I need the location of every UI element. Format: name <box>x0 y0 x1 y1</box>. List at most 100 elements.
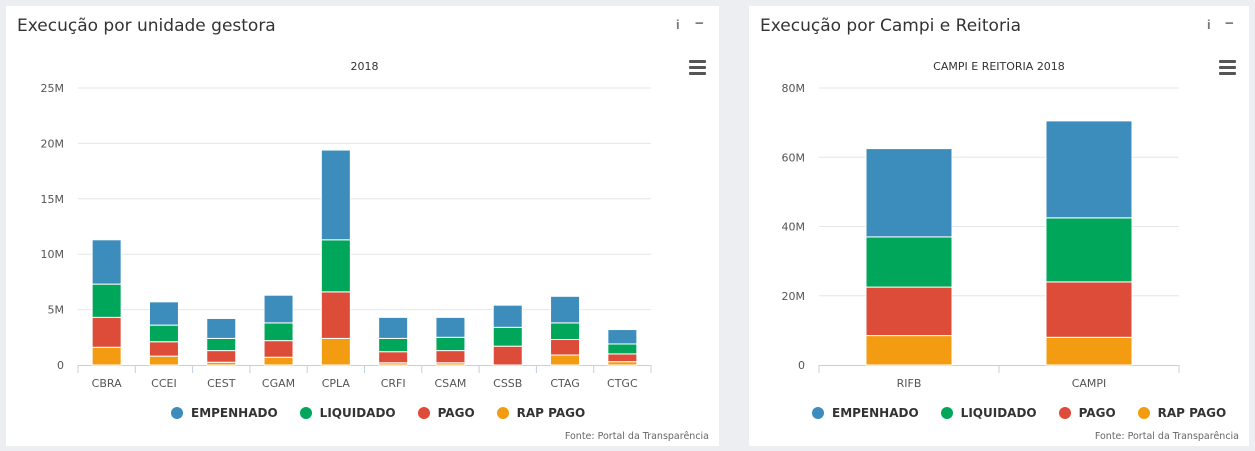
bar-segment-liquidado[interactable] <box>550 322 581 341</box>
bar-segment-empenhado[interactable] <box>148 301 179 326</box>
legend: EMPENHADO LIQUIDADO PAGO RAP PAGO <box>812 406 1248 420</box>
bar-segment-rap-pago[interactable] <box>320 337 351 366</box>
bar-segment-pago[interactable] <box>550 339 581 356</box>
y-tick-label: 40M <box>782 221 806 234</box>
y-tick-label: 60M <box>782 151 806 164</box>
panel-title: Execução por unidade gestora <box>17 16 276 36</box>
y-tick-label: 20M <box>41 137 65 150</box>
bar-segment-pago[interactable] <box>435 350 466 364</box>
bar-segment-empenhado[interactable] <box>91 239 122 285</box>
bar-segment-liquidado[interactable] <box>607 343 638 355</box>
bar-segment-rap-pago[interactable] <box>550 354 581 366</box>
x-tick-label: CCEI <box>151 377 177 390</box>
bar-segment-pago[interactable] <box>320 291 351 339</box>
bar-segment-rap-pago[interactable] <box>1045 336 1133 366</box>
x-tick-label: CEST <box>207 377 236 390</box>
bar-segment-empenhado[interactable] <box>320 149 351 241</box>
legend-item-pago[interactable]: PAGO <box>1058 406 1116 420</box>
legend-label: LIQUIDADO <box>960 406 1037 420</box>
legend-marker <box>812 407 824 419</box>
bar-segment-liquidado[interactable] <box>263 322 294 342</box>
x-tick-label: CRFI <box>381 377 406 390</box>
source-note: Fonte: Portal da Transparência <box>564 431 709 442</box>
x-tick-label: RIFB <box>897 377 922 390</box>
bar-segment-liquidado[interactable] <box>91 283 122 318</box>
legend-label: EMPENHADO <box>191 406 278 420</box>
bar-segment-empenhado[interactable] <box>607 329 638 345</box>
legend-label: RAP PAGO <box>1157 406 1227 420</box>
legend-label: LIQUIDADO <box>319 406 396 420</box>
x-tick-label: CBRA <box>92 377 122 390</box>
minus-icon[interactable]: − <box>1225 15 1234 32</box>
minus-icon[interactable]: − <box>695 15 704 32</box>
y-tick-label: 0 <box>57 359 64 372</box>
legend: EMPENHADO LIQUIDADO PAGO RAP PAGO <box>171 406 607 420</box>
x-tick-label: CAMPI <box>1072 377 1107 390</box>
chart-campi-reitoria: CAMPI E REITORIA 2018 0 20M 40M 60M 80M RIFB CA… <box>782 60 1180 390</box>
legend-item-liquidado[interactable]: LIQUIDADO <box>940 406 1037 420</box>
hamburger-menu-icon[interactable] <box>1219 60 1236 78</box>
bar-segment-pago[interactable] <box>378 351 409 364</box>
legend-marker <box>171 407 183 419</box>
chart-title: CAMPI E REITORIA 2018 <box>933 60 1065 73</box>
panel-title: Execução por Campi e Reitoria <box>760 16 1022 36</box>
bar-segment-pago[interactable] <box>492 345 523 366</box>
legend-marker <box>496 407 509 419</box>
bar-segment-rap-pago[interactable] <box>91 346 122 366</box>
y-tick-label: 20M <box>782 290 806 303</box>
y-tick-label: 15M <box>41 193 65 206</box>
info-icon[interactable]: i <box>1207 17 1211 32</box>
bar-segment-empenhado[interactable] <box>206 317 237 339</box>
y-tick-label: 10M <box>41 248 65 261</box>
bar-segment-pago[interactable] <box>263 340 294 358</box>
bar-segment-liquidado[interactable] <box>435 336 466 352</box>
bar-segment-pago[interactable] <box>91 316 122 348</box>
legend-label: RAP PAGO <box>516 406 586 420</box>
bar-segment-liquidado[interactable] <box>148 324 179 343</box>
bar-segment-liquidado[interactable] <box>378 337 409 353</box>
panel-unidade-gestora: Execução por unidade gestora i − 2018 0 5M… <box>6 6 719 446</box>
y-tick-label: 0 <box>798 359 805 372</box>
bar-segment-pago[interactable] <box>865 286 953 337</box>
legend-label: PAGO <box>437 406 475 420</box>
bar-segment-liquidado[interactable] <box>865 236 953 288</box>
legend-item-liquidado[interactable]: LIQUIDADO <box>299 406 396 420</box>
bar-segment-empenhado[interactable] <box>378 316 409 339</box>
bar-segment-pago[interactable] <box>1045 281 1133 338</box>
legend-item-pago[interactable]: PAGO <box>417 406 475 420</box>
bar-segment-rap-pago[interactable] <box>865 335 953 366</box>
legend-item-rap-pago[interactable]: RAP PAGO <box>1137 406 1227 420</box>
info-icon[interactable]: i <box>676 17 680 32</box>
bar-segment-liquidado[interactable] <box>492 326 523 347</box>
bar-segment-liquidado[interactable] <box>1045 217 1133 283</box>
bar-segment-empenhado[interactable] <box>1045 120 1133 219</box>
legend-marker <box>1137 407 1150 419</box>
bar-segment-empenhado[interactable] <box>865 148 953 238</box>
bar-segment-empenhado[interactable] <box>492 304 523 328</box>
x-tick-label: CPLA <box>322 377 351 390</box>
bar-segment-liquidado[interactable] <box>206 337 237 352</box>
panel-campi-reitoria: Execução por Campi e Reitoria i − CAMPI … <box>749 6 1249 446</box>
legend-marker <box>1058 407 1071 419</box>
legend-label: EMPENHADO <box>832 406 919 420</box>
chart-title: 2018 <box>351 60 379 73</box>
bar-segment-rap-pago[interactable] <box>148 355 179 366</box>
legend-item-rap-pago[interactable]: RAP PAGO <box>496 406 586 420</box>
hamburger-menu-icon[interactable] <box>689 60 706 78</box>
bar-segment-empenhado[interactable] <box>263 294 294 324</box>
bar-segment-empenhado[interactable] <box>550 295 581 324</box>
legend-item-empenhado[interactable]: EMPENHADO <box>812 406 919 420</box>
legend-item-empenhado[interactable]: EMPENHADO <box>171 406 278 420</box>
legend-marker <box>940 407 953 419</box>
y-tick-label: 25M <box>41 82 65 95</box>
bar-segment-pago[interactable] <box>607 353 638 363</box>
bar-segment-rap-pago[interactable] <box>263 356 294 366</box>
chart-unidade-gestora: 2018 0 5M 10M 15M 20M 25M CBRA CCEI CEST CGAM CPLA C… <box>41 60 652 390</box>
x-tick-label: CGAM <box>262 377 295 390</box>
bar-segment-pago[interactable] <box>206 350 237 363</box>
bar-segment-pago[interactable] <box>148 341 179 357</box>
y-tick-label: 5M <box>48 304 65 317</box>
bar-segment-liquidado[interactable] <box>320 239 351 293</box>
legend-marker <box>417 407 430 419</box>
bar-segment-empenhado[interactable] <box>435 316 466 338</box>
